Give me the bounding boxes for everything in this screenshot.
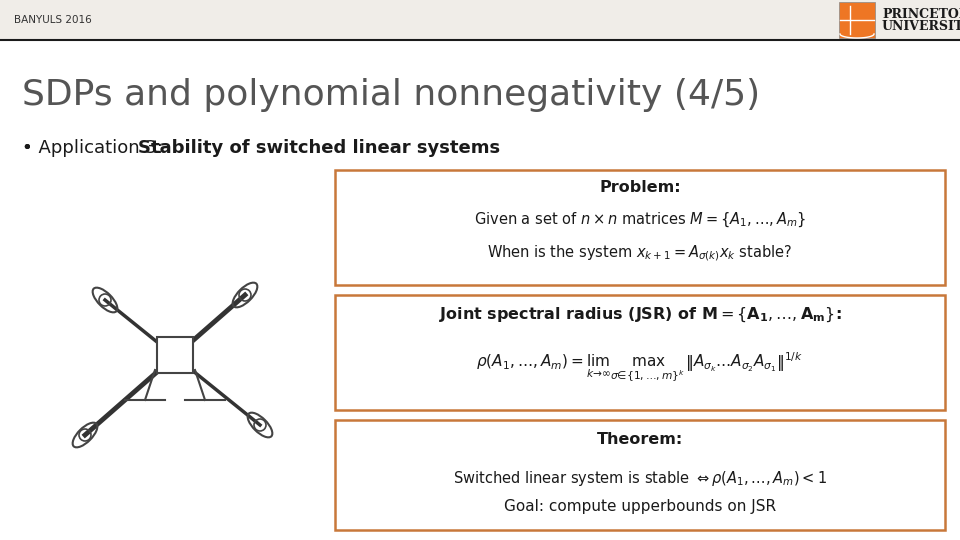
FancyBboxPatch shape [335, 420, 945, 530]
Text: UNIVERSITY: UNIVERSITY [882, 21, 960, 33]
Text: Goal: compute upperbounds on JSR: Goal: compute upperbounds on JSR [504, 500, 776, 515]
Text: Given a set of $n \times n$ matrices $M = \{A_1, \ldots, A_m\}$: Given a set of $n \times n$ matrices $M … [474, 211, 806, 229]
Text: SDPs and polynomial nonnegativity (4/5): SDPs and polynomial nonnegativity (4/5) [22, 78, 760, 112]
Text: BANYULS 2016: BANYULS 2016 [14, 15, 92, 25]
Text: Stability of switched linear systems: Stability of switched linear systems [137, 139, 500, 157]
Text: •: • [22, 139, 38, 157]
Bar [0, 0, 960, 40]
Text: Problem:: Problem: [599, 180, 681, 195]
Text: PRINCETON: PRINCETON [882, 8, 960, 21]
Text: Joint spectral radius (JSR) of $\mathbf{M} = \{\mathbf{A_1}, \ldots, \mathbf{A_m: Joint spectral radius (JSR) of $\mathbf{… [439, 306, 841, 324]
FancyBboxPatch shape [157, 337, 193, 373]
Text: Theorem:: Theorem: [597, 433, 684, 448]
Text: $\rho(A_1,\ldots,A_m) = \lim_{k\to\infty} \max_{\sigma\in\{1,\ldots,m\}^k} \left: $\rho(A_1,\ldots,A_m) = \lim_{k\to\infty… [476, 350, 804, 383]
FancyBboxPatch shape [839, 2, 875, 38]
FancyBboxPatch shape [335, 295, 945, 410]
FancyBboxPatch shape [335, 170, 945, 285]
Text: When is the system $x_{k+1} = A_{\sigma(k)} x_k$ stable?: When is the system $x_{k+1} = A_{\sigma(… [488, 243, 793, 263]
Text: • Application 3:: • Application 3: [22, 139, 169, 157]
Text: Switched linear system is stable $\Leftrightarrow \rho(A_1,\ldots,A_m) < 1$: Switched linear system is stable $\Leftr… [453, 469, 827, 488]
